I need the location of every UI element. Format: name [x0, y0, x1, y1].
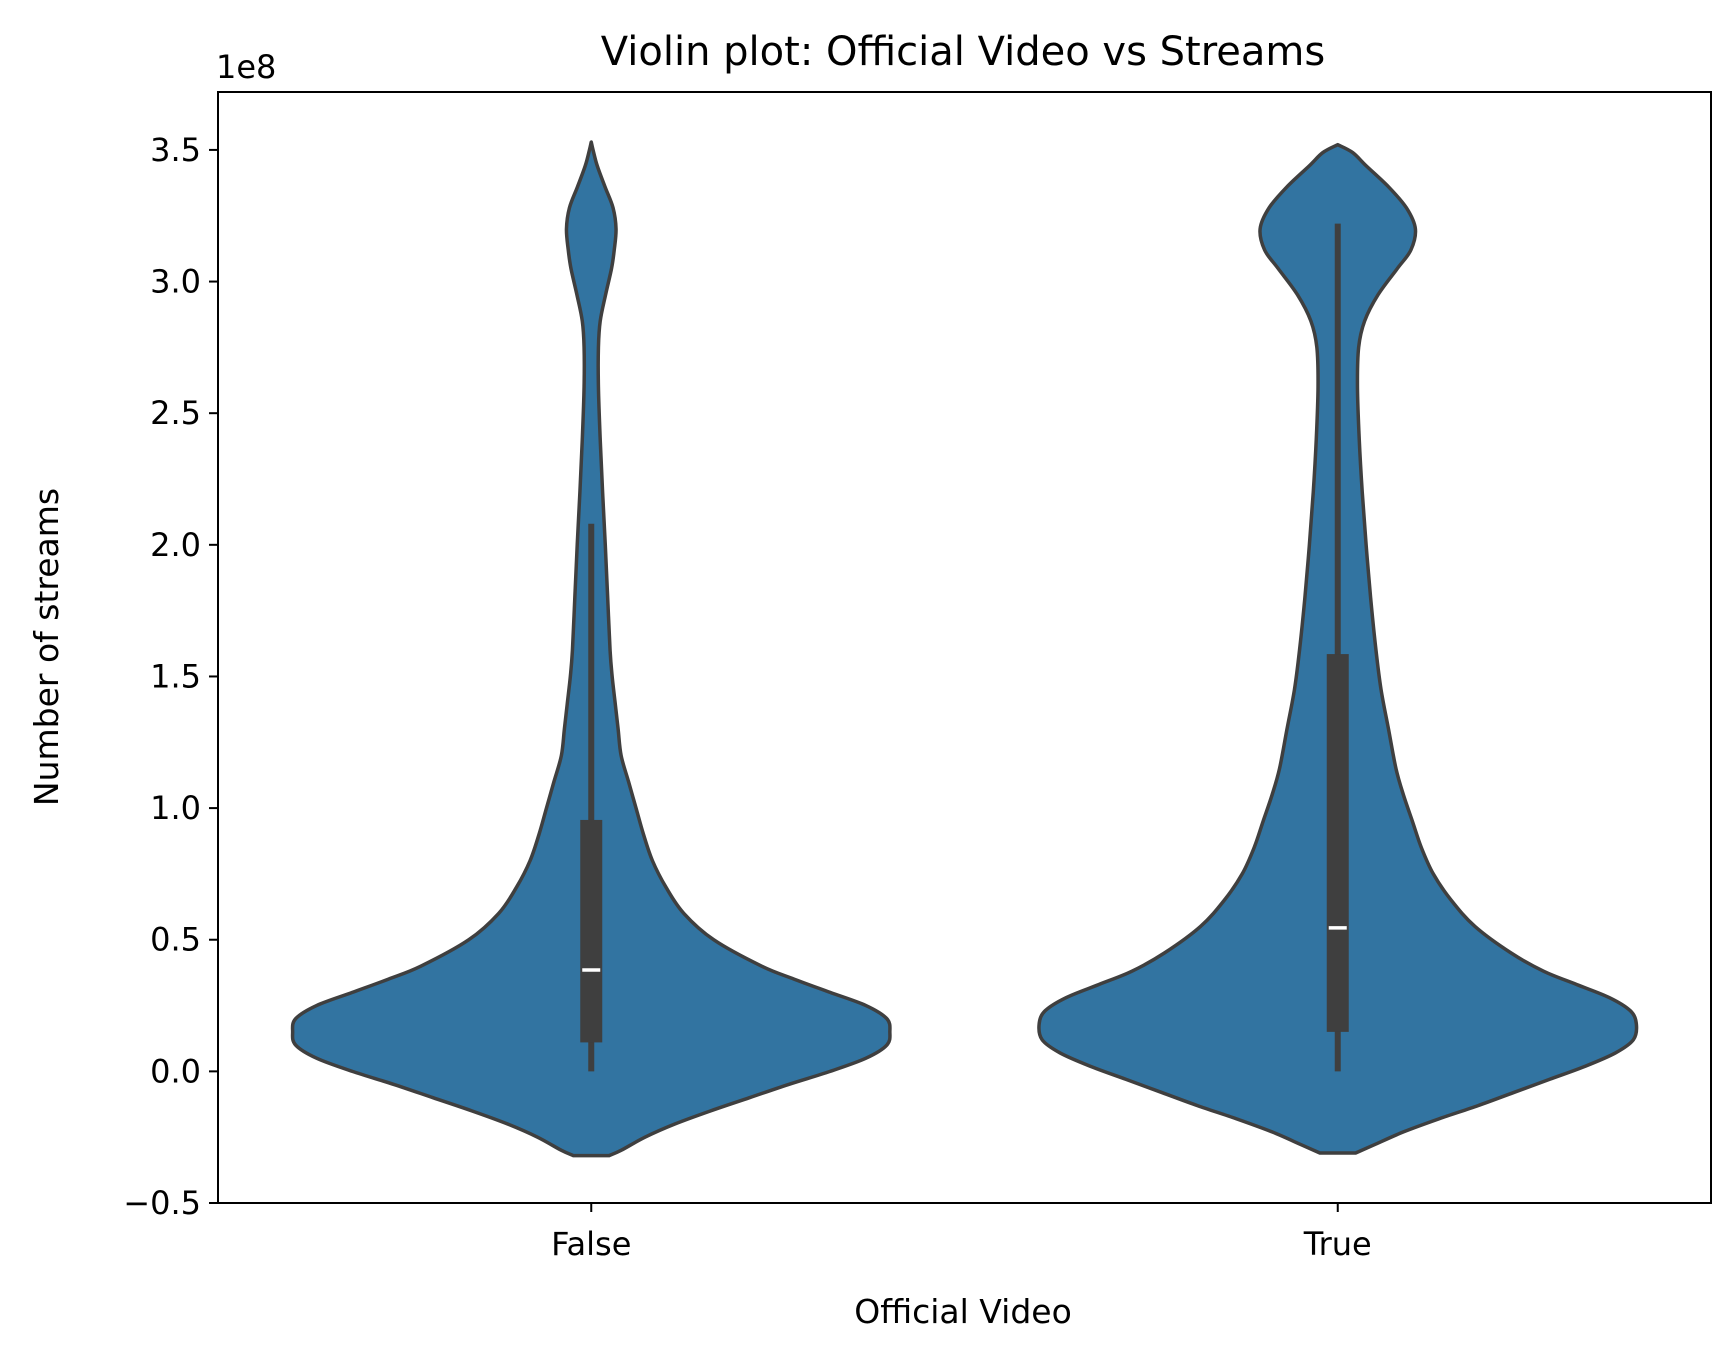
y-tick-label: 1.5 — [150, 657, 201, 695]
violin-iqr-box — [580, 819, 603, 1043]
chart-title: Violin plot: Official Video vs Streams — [601, 29, 1325, 75]
x-axis-label: Official Video — [854, 1292, 1072, 1331]
violin-true — [1037, 142, 1639, 1155]
y-tick-label: 1.0 — [150, 789, 201, 827]
violin-iqr-box — [1326, 654, 1349, 1032]
violin-false — [290, 140, 892, 1158]
x-tick-label-true: True — [1303, 1225, 1372, 1263]
y-tick-label: 0.5 — [150, 921, 201, 959]
violins-layer — [290, 140, 1639, 1158]
x-axis: False True — [551, 1203, 1372, 1263]
x-tick-label-false: False — [551, 1225, 631, 1263]
y-tick-label: 2.0 — [150, 526, 201, 564]
y-axis-label: Number of streams — [27, 488, 66, 806]
y-axis-offset-label: 1e8 — [216, 48, 276, 86]
y-tick-label: −0.5 — [123, 1184, 201, 1222]
plot-frame — [217, 91, 1712, 1204]
y-tick-label: 3.5 — [150, 131, 201, 169]
y-tick-label: 2.5 — [150, 394, 201, 432]
y-tick-label: 0.0 — [150, 1052, 201, 1090]
y-axis: −0.5 0.0 0.5 1.0 1.5 2.0 2.5 3.0 3.5 — [123, 131, 218, 1222]
y-tick-label: 3.0 — [150, 263, 201, 301]
